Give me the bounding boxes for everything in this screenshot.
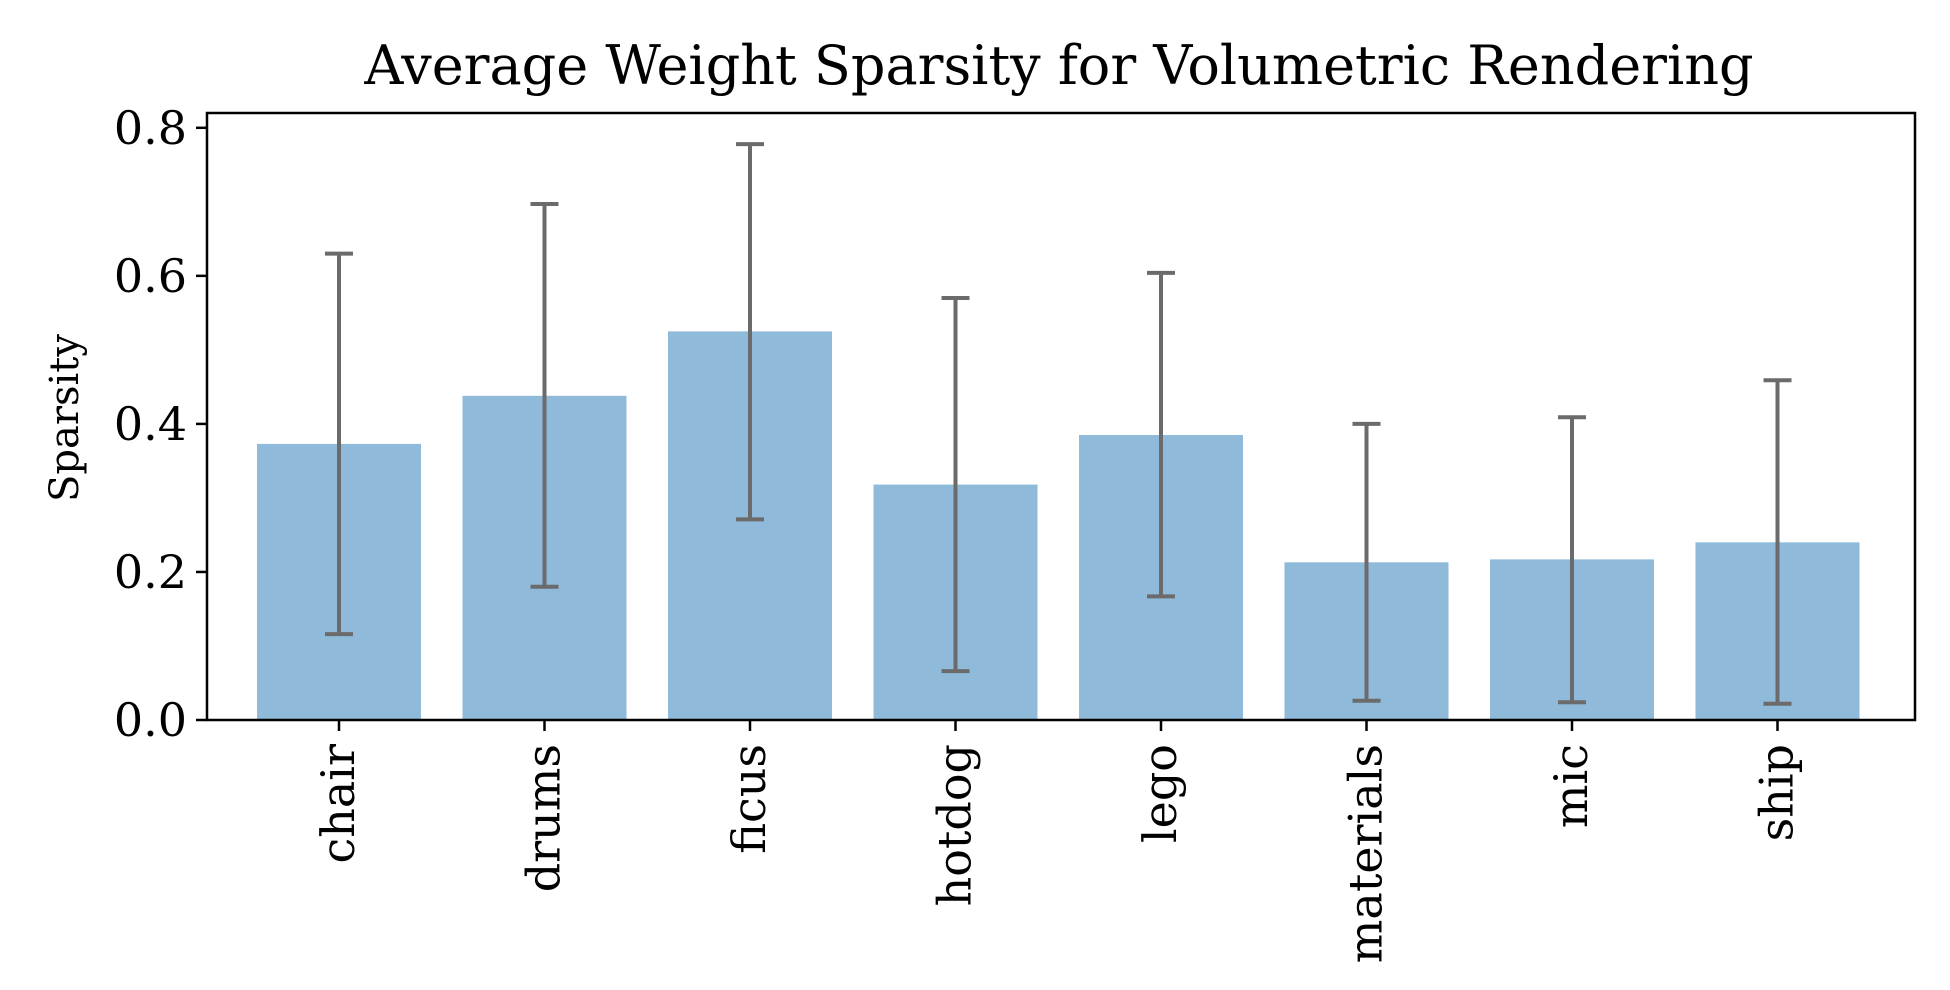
y-tick-label-0.4: 0.4 bbox=[114, 397, 187, 451]
x-tick-label-mic: mic bbox=[1544, 744, 1598, 828]
y-tick-label-0.0: 0.0 bbox=[114, 693, 187, 747]
error-bar-chair bbox=[325, 251, 353, 637]
y-axis-label: Sparsity bbox=[42, 334, 88, 502]
y-tick-label-0.6: 0.6 bbox=[114, 249, 187, 303]
error-bar-hotdog bbox=[941, 296, 970, 674]
x-tick-label-ficus: ficus bbox=[722, 744, 776, 854]
y-tick-label-0.2: 0.2 bbox=[114, 545, 187, 599]
x-axis: chair drums ficus hotdog lego materials mic shi… bbox=[311, 720, 1804, 963]
error-bar-lego bbox=[1147, 270, 1175, 599]
plot-frame bbox=[205, 111, 1917, 722]
x-tick-label-lego: lego bbox=[1133, 744, 1187, 843]
bars-layer bbox=[257, 331, 1860, 720]
x-tick-label-materials: materials bbox=[1339, 744, 1393, 963]
error-bar-ship bbox=[1763, 378, 1792, 706]
chart-title: Average Weight Sparsity for Volumetric R… bbox=[363, 34, 1753, 97]
x-tick-label-drums: drums bbox=[517, 744, 571, 892]
error-bar-mic bbox=[1558, 415, 1586, 705]
x-tick-label-hotdog: hotdog bbox=[928, 744, 982, 906]
y-tick-label-0.8: 0.8 bbox=[114, 101, 187, 155]
error-bar-drums bbox=[530, 202, 559, 589]
error-bar-materials bbox=[1352, 421, 1381, 703]
error-bar-ficus bbox=[736, 142, 764, 522]
x-tick-label-chair: chair bbox=[311, 744, 365, 864]
x-tick-label-ship: ship bbox=[1750, 744, 1804, 841]
y-axis: 0.0 0.2 0.4 0.6 0.8 bbox=[114, 101, 207, 747]
error-bars-layer bbox=[325, 142, 1792, 706]
